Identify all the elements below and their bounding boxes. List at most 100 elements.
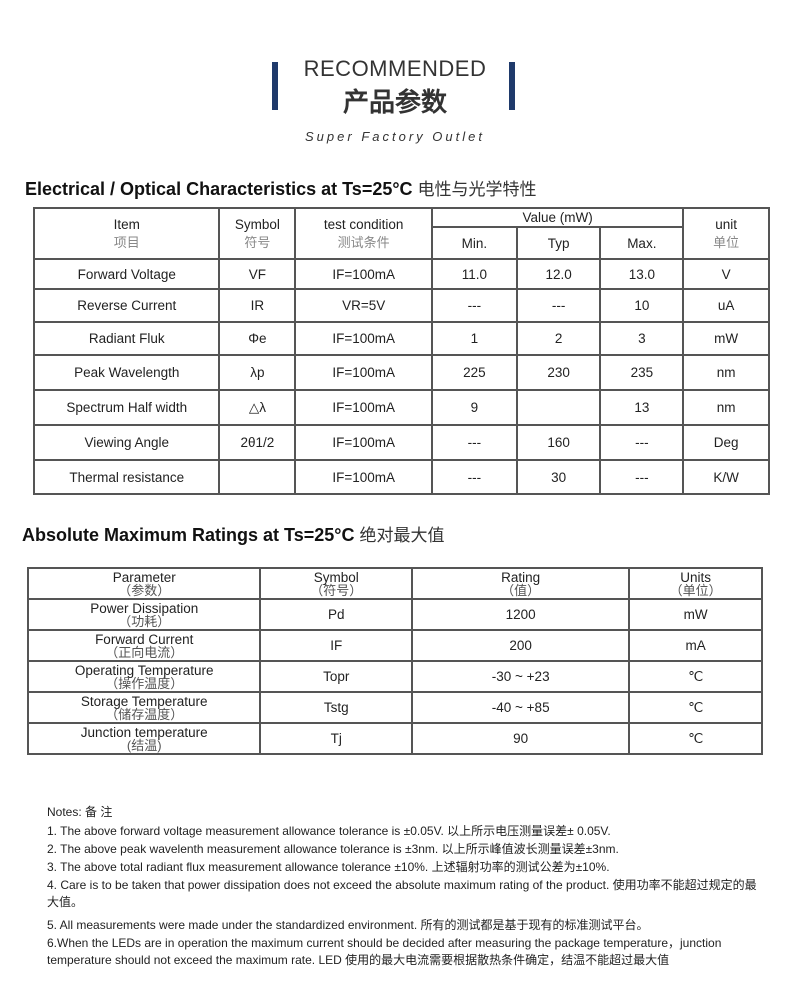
cell-condition: VR=5V	[294, 288, 433, 323]
table-row: Reverse Current IR VR=5V --- --- 10 uA	[32, 288, 770, 323]
cell-symbol: IF	[259, 629, 414, 662]
cell-min: 11.0	[430, 258, 518, 290]
table-row: Thermal resistance IF=100mA --- 30 --- K/W	[32, 459, 770, 495]
cell-symbol: △λ	[218, 389, 297, 426]
header-max: Max.	[599, 226, 685, 260]
header-min: Min.	[430, 226, 518, 260]
cell-item: Viewing Angle	[32, 424, 221, 461]
cell-unit: mA	[628, 629, 763, 662]
absolute-table: Parameter （参数） Symbol （符号） Rating （值） Units…	[26, 567, 763, 755]
header-item: Item 项目	[32, 207, 221, 260]
cell-unit: ℃	[628, 660, 763, 693]
cell-parameter: Power Dissipation （功耗）	[26, 598, 262, 631]
cell-typ: 2	[515, 321, 602, 356]
cell-min: ---	[430, 459, 518, 495]
notes-title: Notes: 备 注	[47, 805, 113, 819]
cell-max: 3	[599, 321, 685, 356]
absolute-title-cn: 绝对最大值	[359, 526, 445, 546]
table-row: Peak Wavelength λp IF=100mA 225 230 235 nm	[32, 354, 770, 391]
cell-unit: mW	[682, 321, 770, 356]
left-accent-bar	[272, 62, 278, 110]
cell-max: 13	[599, 389, 685, 426]
table-row: Operating Temperature （操作温度） Topr -30 ~ +23…	[26, 660, 763, 693]
cell-unit: V	[682, 258, 770, 290]
cell-unit: nm	[682, 389, 770, 426]
cell-rating: 200	[411, 629, 631, 662]
cell-parameter: Operating Temperature （操作温度）	[26, 660, 262, 693]
cell-rating: 90	[411, 722, 631, 755]
cell-item: Thermal resistance	[32, 459, 221, 495]
cell-parameter: Forward Current （正向电流）	[26, 629, 262, 662]
cell-item: Spectrum Half width	[32, 389, 221, 426]
table-row: Junction temperature (结温) Tj 90 ℃	[26, 722, 763, 755]
cell-symbol: Tj	[259, 722, 414, 755]
note-item: 6.When the LEDs are in operation the max…	[47, 936, 722, 967]
header-units: Units （单位）	[628, 567, 763, 600]
cell-symbol: 2θ1/2	[218, 424, 297, 461]
cell-rating: -30 ~ +23	[411, 660, 631, 693]
cell-condition: IF=100mA	[294, 424, 433, 461]
table-row: Viewing Angle 2θ1/2 IF=100mA --- 160 --- Deg	[32, 424, 770, 461]
cell-typ	[515, 389, 602, 426]
cell-unit: ℃	[628, 691, 763, 724]
cell-condition: IF=100mA	[294, 459, 433, 495]
cell-symbol: Φe	[218, 321, 297, 356]
note-item: 3. The above total radiant flux measurem…	[47, 860, 610, 874]
note-item: 5. All measurements were made under the …	[47, 918, 649, 932]
electrical-title-cn: 电性与光学特性	[417, 180, 537, 200]
cell-max: 235	[599, 354, 685, 391]
header-value: Value (mW)	[430, 207, 685, 228]
notes: Notes: 备 注 1. The above forward voltage …	[47, 804, 757, 970]
cell-max: 13.0	[599, 258, 685, 290]
cell-min: 9	[430, 389, 518, 426]
cell-min: 1	[430, 321, 518, 356]
absolute-title-en: Absolute Maximum Ratings at Ts=25°C	[22, 525, 355, 545]
table-row: Power Dissipation （功耗） Pd 1200 mW	[26, 598, 763, 631]
cell-typ: ---	[515, 288, 602, 323]
cell-max: ---	[599, 459, 685, 495]
cell-condition: IF=100mA	[294, 354, 433, 391]
cell-unit: K/W	[682, 459, 770, 495]
header-unit: unit 单位	[682, 207, 770, 260]
electrical-table: Item 项目 Symbol 符号 test condition 测试条件 Value…	[32, 207, 770, 495]
cell-unit: Deg	[682, 424, 770, 461]
note-item: 4. Care is to be taken that power dissip…	[47, 878, 757, 909]
cell-item: Forward Voltage	[32, 258, 221, 290]
cell-max: 10	[599, 288, 685, 323]
cell-parameter: Storage Temperature （储存温度）	[26, 691, 262, 724]
cell-symbol: Pd	[259, 598, 414, 631]
header-rating: Rating （值）	[411, 567, 631, 600]
header-condition: test condition 测试条件	[294, 207, 433, 260]
cell-condition: IF=100mA	[294, 321, 433, 356]
header-title-en: RECOMMENDED	[303, 56, 487, 81]
cell-rating: -40 ~ +85	[411, 691, 631, 724]
cell-max: ---	[599, 424, 685, 461]
cell-typ: 230	[515, 354, 602, 391]
cell-typ: 12.0	[515, 258, 602, 290]
cell-symbol: λp	[218, 354, 297, 391]
table-row: Forward Voltage VF IF=100mA 11.0 12.0 13.0 V	[32, 258, 770, 290]
cell-unit: nm	[682, 354, 770, 391]
header-typ: Typ	[515, 226, 602, 260]
electrical-title: Electrical / Optical Characteristics at …	[25, 175, 537, 200]
absolute-title: Absolute Maximum Ratings at Ts=25°C 绝对最大…	[22, 521, 444, 546]
cell-item: Peak Wavelength	[32, 354, 221, 391]
absolute-header-row: Parameter （参数） Symbol （符号） Rating （值） Units…	[26, 567, 763, 600]
header-parameter: Parameter （参数）	[26, 567, 262, 600]
cell-min: 225	[430, 354, 518, 391]
header-title-cn: 产品参数	[342, 87, 447, 117]
cell-condition: IF=100mA	[294, 389, 433, 426]
note-item: 1. The above forward voltage measurement…	[47, 824, 611, 838]
cell-typ: 160	[515, 424, 602, 461]
cell-min: ---	[430, 424, 518, 461]
table-row: Storage Temperature （储存温度） Tstg -40 ~ +85 ℃	[26, 691, 763, 724]
cell-symbol: VF	[218, 258, 297, 290]
header-symbol: Symbol （符号）	[259, 567, 414, 600]
cell-symbol: Tstg	[259, 691, 414, 724]
cell-symbol: Topr	[259, 660, 414, 693]
cell-typ: 30	[515, 459, 602, 495]
cell-item: Radiant Fluk	[32, 321, 221, 356]
cell-unit: mW	[628, 598, 763, 631]
electrical-header-row: Item 项目 Symbol 符号 test condition 测试条件 Value…	[32, 207, 770, 260]
